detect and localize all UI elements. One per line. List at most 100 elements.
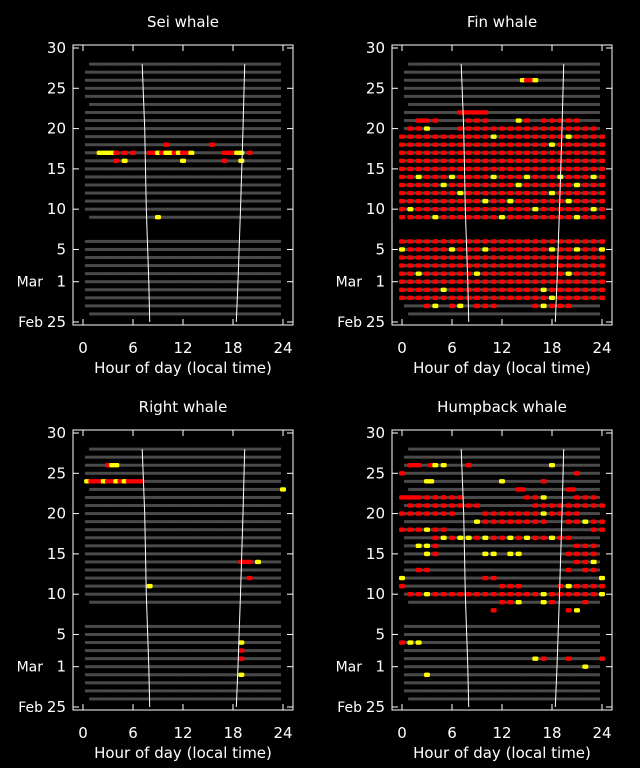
- effort-dot: [562, 151, 567, 155]
- effort-dot: [214, 127, 219, 131]
- effort-dot: [445, 288, 451, 292]
- effort-dot: [520, 151, 526, 155]
- effort-dot: [251, 296, 257, 300]
- effort-dot: [243, 159, 248, 163]
- effort-dot: [226, 649, 232, 653]
- detection-mark-definite: [515, 239, 522, 244]
- effort-dot: [151, 641, 157, 645]
- effort-dot: [537, 247, 542, 251]
- effort-dot: [84, 471, 90, 475]
- effort-dot: [408, 86, 413, 90]
- effort-dot: [201, 191, 207, 195]
- effort-dot: [445, 215, 451, 219]
- effort-dot: [126, 632, 132, 636]
- effort-dot: [143, 94, 148, 98]
- effort-dot: [159, 455, 165, 459]
- detection-mark-definite: [524, 142, 530, 147]
- effort-dot: [259, 520, 265, 524]
- effort-dot: [491, 94, 496, 98]
- detection-mark-definite: [440, 279, 447, 284]
- detection-mark-definite: [440, 198, 447, 204]
- effort-dot: [259, 487, 265, 491]
- effort-dot: [172, 520, 177, 524]
- effort-dot: [247, 697, 252, 701]
- effort-dot: [453, 247, 459, 251]
- effort-dot: [89, 697, 94, 701]
- effort-dot: [197, 94, 202, 98]
- effort-dot: [105, 528, 111, 532]
- effort-dot: [230, 191, 236, 195]
- effort-dot: [276, 256, 282, 260]
- effort-dot: [105, 70, 111, 74]
- effort-dot: [230, 288, 236, 292]
- effort-dot: [264, 681, 269, 685]
- effort-dot: [570, 102, 576, 106]
- effort-dot: [184, 584, 190, 588]
- effort-dot: [528, 199, 534, 203]
- effort-dot: [205, 119, 211, 123]
- effort-dot: [105, 167, 111, 171]
- effort-dot: [251, 70, 257, 74]
- effort-dot: [533, 62, 538, 66]
- effort-dot: [172, 487, 177, 491]
- effort-dot: [134, 159, 140, 163]
- detection-mark-definite: [440, 166, 447, 172]
- effort-dot: [168, 280, 173, 284]
- effort-dot: [193, 159, 198, 163]
- effort-dot: [587, 272, 592, 276]
- effort-dot: [164, 552, 169, 556]
- effort-dot: [247, 207, 252, 211]
- effort-dot: [201, 119, 207, 123]
- effort-dot: [180, 110, 186, 114]
- y-tick-label: 10: [47, 200, 66, 218]
- effort-dot: [209, 544, 215, 548]
- effort-dot: [84, 520, 90, 524]
- effort-dot: [193, 471, 198, 475]
- effort-dot: [155, 280, 161, 284]
- detection-mark-definite: [590, 134, 597, 139]
- detection-mark-definite: [549, 166, 555, 172]
- effort-dot: [412, 697, 417, 701]
- effort-dot: [437, 280, 442, 284]
- effort-dot: [105, 447, 111, 451]
- effort-dot: [193, 215, 198, 219]
- effort-dot: [114, 471, 119, 475]
- effort-dot: [89, 272, 94, 276]
- effort-dot: [93, 568, 98, 572]
- effort-dot: [134, 665, 140, 669]
- effort-dot: [549, 110, 555, 114]
- effort-dot: [268, 657, 273, 661]
- detection-mark-definite: [449, 271, 455, 276]
- effort-dot: [268, 78, 273, 82]
- effort-dot: [159, 70, 165, 74]
- effort-dot: [155, 159, 161, 163]
- effort-dot: [499, 110, 505, 114]
- effort-dot: [205, 288, 211, 292]
- effort-dot: [89, 110, 94, 114]
- detection-mark-definite: [532, 263, 539, 268]
- detection-mark-definite: [449, 215, 455, 220]
- effort-dot: [583, 94, 588, 98]
- effort-dot: [97, 689, 102, 693]
- detection-mark-definite: [482, 118, 489, 123]
- effort-dot: [139, 592, 144, 596]
- effort-dot: [101, 159, 107, 163]
- effort-dot: [545, 70, 551, 74]
- effort-dot: [230, 247, 236, 251]
- effort-dot: [528, 280, 534, 284]
- detection-mark-definite: [582, 142, 589, 147]
- effort-dot: [420, 86, 426, 90]
- effort-dot: [168, 504, 173, 508]
- effort-dot: [114, 673, 119, 677]
- effort-dot: [218, 207, 223, 211]
- effort-dot: [164, 62, 169, 66]
- detection-mark-definite: [424, 287, 430, 292]
- effort-dot: [147, 264, 152, 268]
- detection-mark-definite: [449, 239, 455, 244]
- detection-mark-definite: [574, 239, 580, 244]
- effort-dot: [109, 455, 115, 459]
- effort-dot: [147, 504, 152, 508]
- effort-dot: [562, 207, 567, 211]
- effort-dot: [147, 143, 152, 147]
- effort-dot: [420, 280, 426, 284]
